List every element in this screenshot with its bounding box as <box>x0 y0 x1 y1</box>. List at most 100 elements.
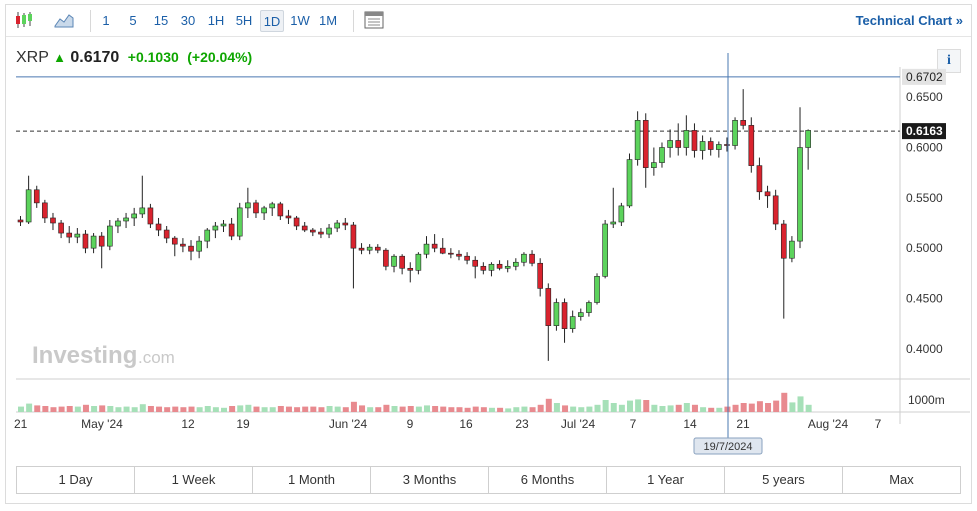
range-6-months[interactable]: 6 Months <box>489 467 607 493</box>
volume-bar <box>708 407 715 412</box>
candle-down <box>472 259 479 267</box>
candle-up <box>236 207 243 237</box>
template-icon[interactable] <box>362 10 386 32</box>
volume-bar <box>505 408 512 412</box>
candle-up <box>326 227 332 235</box>
volume-bar <box>765 403 772 412</box>
interval-5[interactable]: 5 <box>129 13 137 28</box>
candle-down <box>756 165 763 193</box>
x-axis-label: 19 <box>236 417 250 431</box>
candle-down <box>171 237 178 245</box>
range-5-years[interactable]: 5 years <box>725 467 843 493</box>
candlestick-icon[interactable] <box>12 10 36 32</box>
volume-bar <box>716 407 723 412</box>
candlestick-chart[interactable]: Investing .com 0.6500 0.6000 0.5500 0.5000 0.4… <box>6 35 971 455</box>
crosshair-date-label: 19/7/2024 <box>704 441 753 453</box>
volume-bar <box>586 406 593 412</box>
candle-up <box>139 207 146 215</box>
candle-down <box>374 246 381 251</box>
range-1-day[interactable]: 1 Day <box>17 467 135 493</box>
x-axis-label: 23 <box>515 417 529 431</box>
candle-down <box>17 219 24 223</box>
volume-bar <box>691 404 698 412</box>
candle-down <box>407 267 414 271</box>
quote-header: XRP ▲ 0.6170 +0.1030 (+20.04%) <box>16 49 252 67</box>
volume-bar <box>407 406 414 412</box>
candle-down <box>740 120 746 126</box>
volume-bar <box>424 405 430 412</box>
volume-bar <box>310 406 317 412</box>
technical-chart-label: Technical Chart <box>855 13 953 28</box>
price-tick-label: 0.6000 <box>906 141 943 155</box>
candle-up <box>683 130 690 148</box>
volume-bar <box>212 407 219 412</box>
x-axis-label: May '24 <box>81 417 123 431</box>
watermark-logo: Investing <box>32 342 137 369</box>
area-chart-icon[interactable] <box>52 10 76 32</box>
volume-bar <box>172 406 179 412</box>
candle-up <box>594 276 600 303</box>
volume-bar <box>359 405 366 412</box>
technical-chart-link[interactable]: Technical Chart » <box>856 10 963 32</box>
candle-down <box>253 202 259 214</box>
interval-1[interactable]: 1 <box>102 13 110 28</box>
candle-up <box>131 213 137 219</box>
volume-bar <box>156 406 163 412</box>
volume-bar <box>164 407 171 412</box>
candle-up <box>659 147 665 163</box>
candle-up <box>115 220 121 227</box>
candle-down <box>155 223 162 231</box>
crosshair-date-box <box>693 437 763 455</box>
volume-bar <box>480 407 487 412</box>
volume-bar <box>26 403 33 412</box>
hline-label: 0.6702 <box>906 70 943 84</box>
volume-bar <box>383 404 390 412</box>
price-tick-label: 0.4000 <box>906 342 943 356</box>
candle-down <box>228 223 235 237</box>
candle-up <box>245 202 251 209</box>
price-tick-label: 0.5000 <box>906 241 943 255</box>
volume-bar <box>342 407 349 412</box>
range-3-months[interactable]: 3 Months <box>371 467 489 493</box>
candle-down <box>675 140 682 148</box>
symbol: XRP <box>16 49 49 66</box>
volume-bar <box>675 404 682 412</box>
volume-bar <box>440 406 447 412</box>
candle-up <box>488 263 495 271</box>
volume-bar <box>334 406 341 412</box>
volume-bar <box>545 398 552 412</box>
range-1-week[interactable]: 1 Week <box>135 467 253 493</box>
interval-5h[interactable]: 5H <box>235 13 253 28</box>
volume-bar <box>391 406 398 412</box>
candle-up <box>699 141 706 151</box>
candle-up <box>123 217 129 222</box>
candle-down <box>529 253 535 264</box>
interval-1m[interactable]: 1M <box>318 13 338 28</box>
candle-up <box>716 144 722 150</box>
volume-bar <box>553 403 560 412</box>
change-percent: (+20.04%) <box>187 49 253 65</box>
interval-1d[interactable]: 1D <box>260 10 284 32</box>
range-1-month[interactable]: 1 Month <box>253 467 371 493</box>
toolbar-divider <box>90 10 91 32</box>
candle-down <box>277 203 284 217</box>
volume-bar <box>107 406 114 412</box>
candle-down <box>301 225 308 231</box>
volume-bar <box>472 406 479 412</box>
volume-bar <box>221 407 227 412</box>
candle-down <box>342 222 349 226</box>
volume-bar <box>204 406 211 412</box>
interval-15[interactable]: 15 <box>153 13 169 28</box>
volume-bar <box>789 402 796 412</box>
range-max[interactable]: Max <box>889 472 914 487</box>
volume-bar <box>805 404 812 412</box>
candle-down <box>66 232 73 238</box>
interval-1h[interactable]: 1H <box>207 13 225 28</box>
candle-down <box>33 189 40 204</box>
candle-down <box>764 191 771 197</box>
volume-bar <box>578 407 585 412</box>
interval-1w[interactable]: 1W <box>290 13 310 28</box>
range-1-year[interactable]: 1 Year <box>607 467 725 493</box>
interval-30[interactable]: 30 <box>180 13 196 28</box>
candle-down <box>399 255 405 269</box>
